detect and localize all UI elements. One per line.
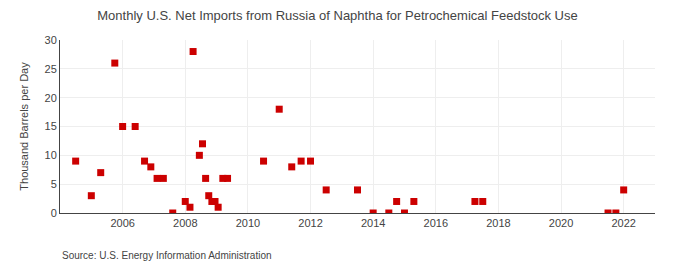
svg-text:2018: 2018: [486, 217, 510, 229]
svg-text:15: 15: [45, 120, 57, 132]
svg-text:2022: 2022: [611, 217, 635, 229]
svg-text:2016: 2016: [424, 217, 448, 229]
svg-text:5: 5: [51, 178, 57, 190]
svg-text:2006: 2006: [110, 217, 134, 229]
svg-text:Monthly U.S. Net Imports from: Monthly U.S. Net Imports from Russia of …: [97, 8, 577, 23]
svg-text:0: 0: [51, 207, 57, 219]
svg-text:2012: 2012: [298, 217, 322, 229]
svg-text:2020: 2020: [549, 217, 573, 229]
svg-text:20: 20: [45, 92, 57, 104]
svg-text:10: 10: [45, 149, 57, 161]
svg-text:2014: 2014: [361, 217, 385, 229]
svg-text:25: 25: [45, 63, 57, 75]
svg-text:30: 30: [45, 34, 57, 46]
svg-text:2008: 2008: [173, 217, 197, 229]
svg-text:Thousand Barrels per Day: Thousand Barrels per Day: [18, 62, 30, 191]
svg-text:Source: U.S. Energy Informatio: Source: U.S. Energy Information Administ…: [62, 250, 272, 261]
svg-text:2010: 2010: [236, 217, 260, 229]
